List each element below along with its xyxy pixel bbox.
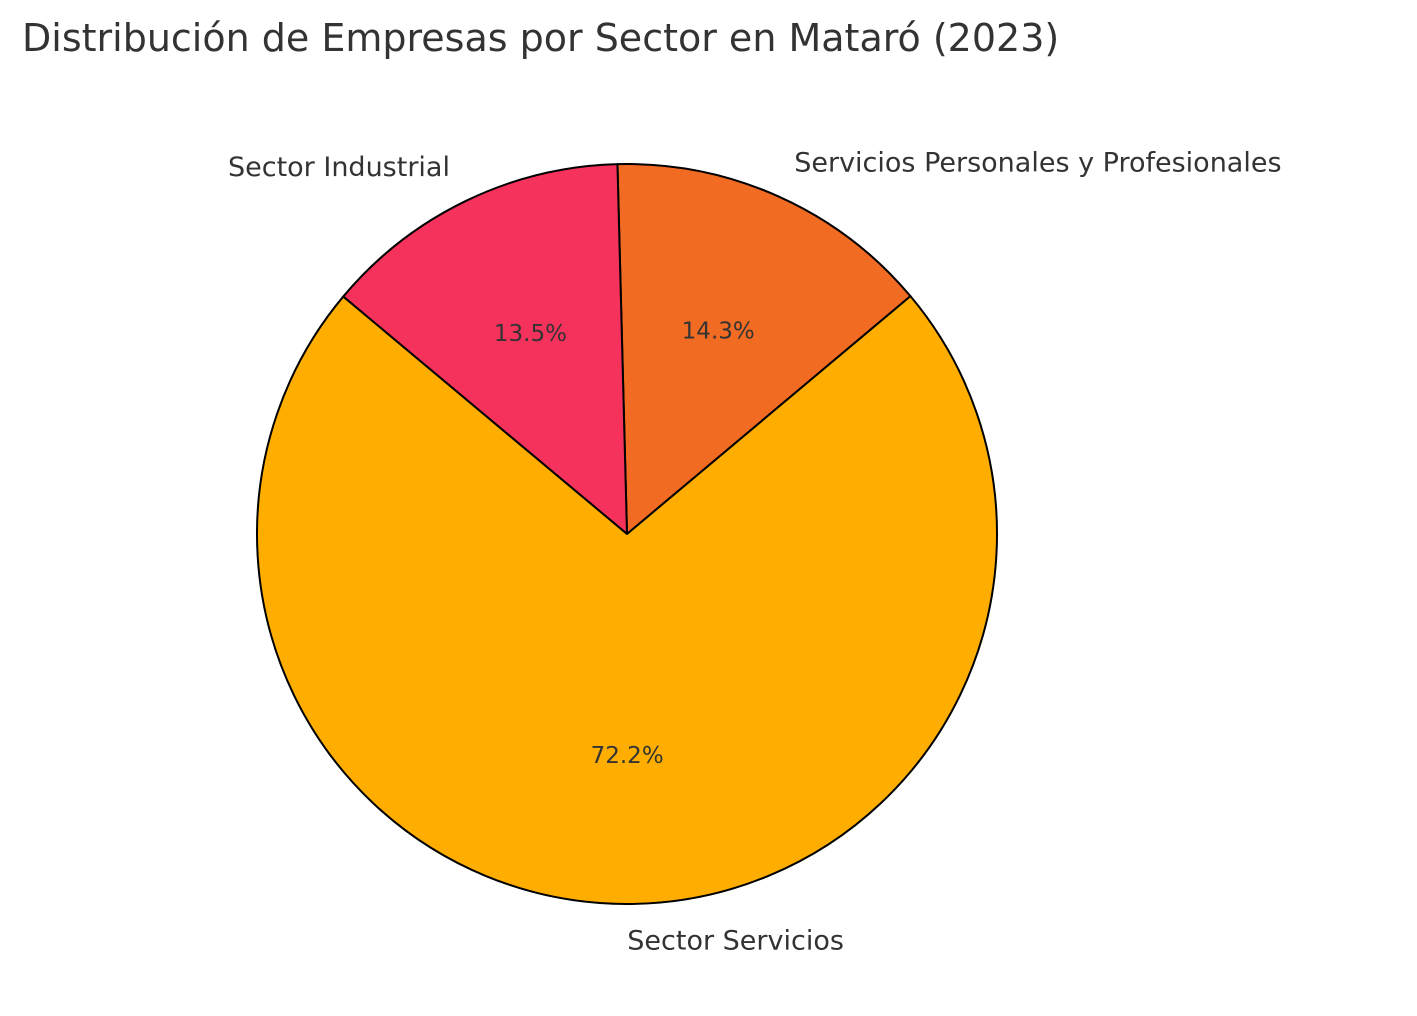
pie-slice-sector-servicios xyxy=(256,295,998,905)
chart-title: Distribución de Empresas por Sector en M… xyxy=(22,16,1060,60)
slice-percent-sector-servicios: 72.2% xyxy=(591,743,664,769)
pie-slice-servicios-personales-y-profesionales xyxy=(616,163,912,535)
slice-percent-sector-industrial: 13.5% xyxy=(494,321,567,347)
slice-label-sector-servicios: Sector Servicios xyxy=(627,925,844,956)
slice-label-servicios-personales-y-profesionales: Servicios Personales y Profesionales xyxy=(794,147,1281,178)
slice-percent-servicios-personales-y-profesionales: 14.3% xyxy=(682,319,755,345)
slice-label-sector-industrial: Sector Industrial xyxy=(228,152,450,183)
pie-slice-sector-industrial xyxy=(342,163,628,535)
